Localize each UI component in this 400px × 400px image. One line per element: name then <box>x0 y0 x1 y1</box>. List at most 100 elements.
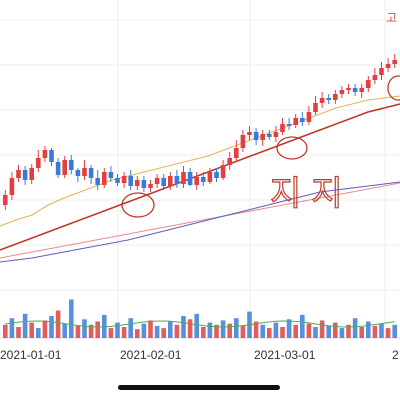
volume-bar <box>3 324 8 338</box>
candle <box>161 174 166 190</box>
candle-body <box>36 158 41 168</box>
volume-bar <box>108 328 114 338</box>
candle-body <box>108 172 114 178</box>
candle <box>75 168 81 182</box>
volume-bar <box>286 319 292 338</box>
annotation-text: 지지 <box>270 175 353 213</box>
candle-body <box>181 172 186 184</box>
volume-bar <box>326 325 331 338</box>
candle <box>313 96 318 115</box>
candle-body <box>326 98 331 100</box>
corner-label: 고 <box>386 11 397 25</box>
candle-body <box>240 135 246 148</box>
candle-body <box>319 98 325 103</box>
candle-body <box>234 148 239 158</box>
candle <box>55 158 61 178</box>
candle-body <box>267 134 272 137</box>
volume-bars <box>0 299 400 339</box>
candle <box>62 156 67 178</box>
candle <box>121 172 127 188</box>
volume-bar <box>346 324 351 338</box>
volume-bar <box>392 324 397 338</box>
volume-bar <box>385 328 391 338</box>
candle <box>88 165 94 184</box>
volume-bar <box>267 328 272 338</box>
candle <box>247 126 252 140</box>
candle <box>240 130 246 152</box>
volume-bar <box>207 322 213 338</box>
candle-body <box>220 165 226 178</box>
candle-body <box>293 118 298 125</box>
candle <box>141 176 147 192</box>
volume-bar <box>168 321 173 338</box>
candle <box>293 114 298 128</box>
candle-body <box>121 176 127 183</box>
candle-body <box>247 132 252 135</box>
candle <box>379 62 384 80</box>
volume-bar <box>62 323 67 338</box>
candle-body <box>95 178 100 185</box>
volume-bar <box>16 327 21 338</box>
candle <box>273 126 279 142</box>
candle-body <box>366 80 371 88</box>
candle <box>300 112 305 126</box>
candle <box>214 168 219 182</box>
candle-body <box>286 124 292 126</box>
volume-bar <box>181 316 186 338</box>
candle <box>135 176 140 190</box>
candle <box>49 148 54 166</box>
volume-bar <box>201 327 206 338</box>
volume-bar <box>75 325 81 338</box>
volume-bar <box>174 324 180 338</box>
candle-body <box>379 68 384 75</box>
volume-bar <box>135 329 140 338</box>
candle <box>42 146 48 162</box>
candle <box>9 172 15 200</box>
candle <box>201 172 206 186</box>
volume-bar <box>260 324 265 338</box>
volume-bar <box>333 322 338 338</box>
candle <box>95 170 100 190</box>
ma-orange-line <box>0 95 400 227</box>
candle-body <box>88 168 94 178</box>
candle-body <box>22 170 28 180</box>
volume-bar <box>29 322 34 338</box>
candle <box>306 106 312 125</box>
candle <box>253 128 259 145</box>
candles <box>3 54 397 210</box>
candle-body <box>187 172 193 185</box>
candle-body <box>227 158 232 165</box>
volume-bar <box>220 320 226 338</box>
candle-body <box>102 172 107 185</box>
candle <box>108 166 114 182</box>
candle <box>82 160 87 180</box>
candle <box>22 166 28 185</box>
candle-body <box>260 134 265 140</box>
ma-pink-line <box>0 182 400 259</box>
volume-bar <box>319 320 325 338</box>
candle <box>352 84 358 96</box>
volume-bar <box>22 313 28 338</box>
moving-average-lines <box>0 95 400 263</box>
candle-body <box>168 176 173 186</box>
volume-bar <box>227 323 232 338</box>
candle <box>366 76 371 92</box>
volume-bar <box>313 327 318 338</box>
volume-bar <box>88 324 94 338</box>
candle-body <box>359 88 364 92</box>
volume-bar <box>161 328 166 338</box>
volume-bar <box>42 320 48 338</box>
volume-bar <box>300 314 305 338</box>
volume-bar <box>141 323 147 338</box>
candle-body <box>135 180 140 186</box>
candle <box>385 58 391 72</box>
volume-bar <box>359 327 364 338</box>
candle-body <box>352 88 358 92</box>
candle-body <box>154 178 160 184</box>
candle-body <box>49 150 54 162</box>
candle <box>227 152 232 170</box>
candle-body <box>55 162 61 175</box>
candle <box>148 180 153 192</box>
volume-bar <box>148 320 153 338</box>
